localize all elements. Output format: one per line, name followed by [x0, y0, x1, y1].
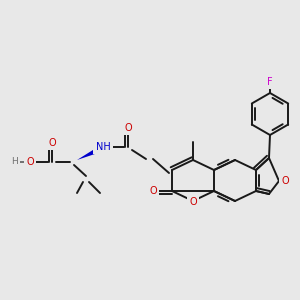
Text: O: O: [124, 123, 132, 133]
Text: O: O: [26, 157, 34, 167]
Text: O: O: [48, 138, 56, 148]
Text: O: O: [189, 197, 197, 207]
Text: O: O: [149, 186, 157, 196]
Polygon shape: [77, 149, 97, 160]
Text: O: O: [281, 176, 289, 186]
Text: F: F: [267, 77, 273, 87]
Text: H: H: [11, 158, 17, 166]
Text: NH: NH: [96, 142, 110, 152]
